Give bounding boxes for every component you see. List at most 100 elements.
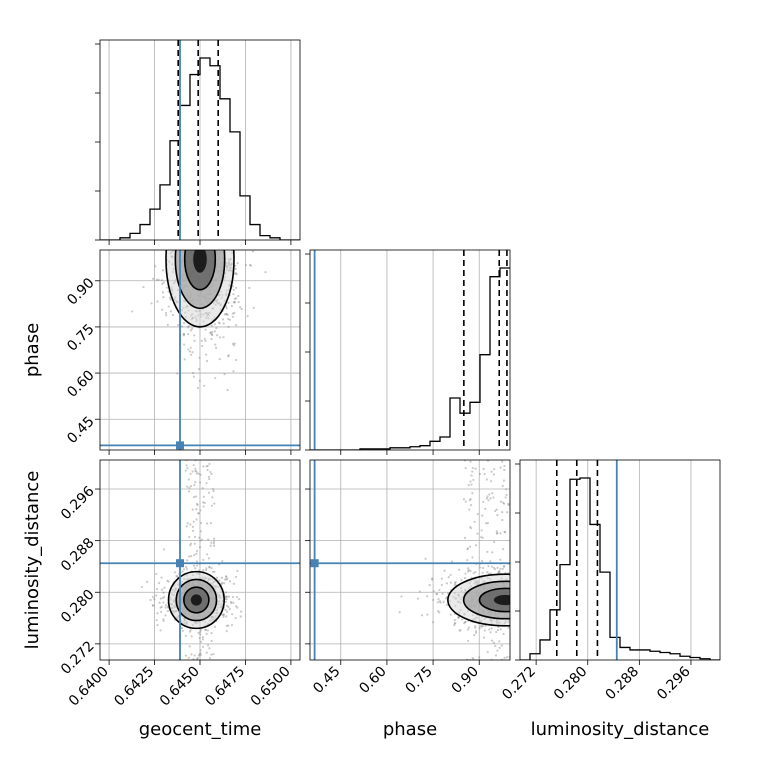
scatter-point <box>184 634 187 638</box>
scatter-point <box>223 313 227 316</box>
scatter-point <box>159 597 162 600</box>
panel-frame <box>309 249 511 451</box>
scatter-point <box>202 465 205 468</box>
scatter-point <box>194 469 197 472</box>
scatter-point <box>469 545 472 548</box>
scatter-point <box>181 570 184 573</box>
scatter-point <box>234 616 237 620</box>
scatter-point <box>463 460 467 462</box>
scatter-point <box>507 503 510 507</box>
scatter-point <box>438 588 441 592</box>
scatter-point <box>210 333 213 336</box>
scatter-point <box>213 323 217 326</box>
scatter-point <box>400 595 403 598</box>
scatter-point <box>233 342 236 345</box>
x-tick-label-geocent_time: 0.6425 <box>111 664 157 710</box>
scatter-point <box>474 570 477 574</box>
scatter-point <box>196 503 199 507</box>
scatter-point <box>162 619 165 622</box>
scatter-point <box>496 566 499 569</box>
scatter-point <box>469 569 472 573</box>
scatter-point <box>481 571 484 574</box>
scatter-point <box>201 344 204 348</box>
scatter-point <box>482 500 485 503</box>
scatter-point <box>206 464 209 468</box>
scatter-point <box>234 575 238 579</box>
scatter-point <box>205 567 208 570</box>
scatter-point <box>501 518 504 522</box>
scatter-point <box>236 606 239 609</box>
scatter-point <box>428 584 431 587</box>
scatter-point <box>131 310 134 313</box>
scatter-point <box>227 605 230 609</box>
scatter-point <box>203 384 206 387</box>
scatter-point <box>439 601 442 604</box>
scatter-point <box>204 353 208 356</box>
scatter-point <box>437 609 440 613</box>
scatter-point <box>483 629 486 632</box>
scatter-point <box>500 644 503 647</box>
scatter-point <box>186 485 189 488</box>
scatter-point <box>191 351 194 354</box>
scatter-point <box>159 610 163 613</box>
scatter-point <box>453 583 456 587</box>
scatter-point <box>489 480 493 483</box>
scatter-point <box>187 348 190 351</box>
scatter-point <box>225 595 228 598</box>
scatter-point <box>454 582 457 585</box>
scatter-point <box>474 629 478 633</box>
scatter-point <box>481 536 484 539</box>
scatter-point <box>183 333 186 336</box>
scatter-point <box>225 307 228 310</box>
scatter-point <box>476 532 479 535</box>
scatter-point <box>492 566 496 569</box>
scatter-point <box>225 575 228 579</box>
scatter-point <box>214 376 217 380</box>
scatter-point <box>495 508 498 511</box>
scatter-point <box>210 504 213 507</box>
scatter-point <box>502 501 505 504</box>
scatter-point <box>156 300 159 303</box>
scatter-point <box>155 619 158 622</box>
truth-marker <box>310 559 319 568</box>
scatter-point <box>478 656 481 659</box>
scatter-point <box>199 628 202 632</box>
density-layer <box>100 460 300 660</box>
scatter-point <box>197 512 200 515</box>
scatter-point <box>244 264 248 267</box>
scatter-point <box>226 313 229 316</box>
scatter-point <box>155 572 158 576</box>
scatter-point <box>473 634 476 637</box>
scatter-point <box>155 278 158 281</box>
scatter-point <box>209 331 212 335</box>
scatter-point <box>203 337 206 341</box>
x-tick-label-phase: 0.60 <box>356 664 389 697</box>
scatter-point <box>486 521 489 525</box>
scatter-point <box>191 371 195 375</box>
axis-labels: geocent_time phase luminosity_distance p… <box>22 323 709 740</box>
scatter-point <box>162 548 166 551</box>
scatter-point <box>466 547 469 550</box>
scatter-point <box>236 569 239 572</box>
scatter-point <box>481 566 485 570</box>
scatter-point <box>499 628 502 631</box>
scatter-point <box>166 609 170 613</box>
scatter-point <box>169 298 172 301</box>
scatter-point <box>205 651 208 654</box>
scatter-point <box>209 470 212 474</box>
scatter-point <box>231 312 234 315</box>
scatter-point <box>481 559 484 563</box>
scatter-point <box>502 632 505 636</box>
scatter-point <box>223 373 226 376</box>
scatter-point <box>160 588 164 591</box>
scatter-point <box>189 485 193 488</box>
scatter-point <box>197 512 201 515</box>
scatter-point <box>464 620 467 624</box>
scatter-point <box>466 548 469 551</box>
scatter-point <box>189 629 192 632</box>
scatter-point <box>156 623 159 627</box>
scatter-point <box>202 558 205 562</box>
scatter-point <box>199 630 202 633</box>
scatter-point <box>199 654 202 657</box>
scatter-point <box>471 466 474 470</box>
